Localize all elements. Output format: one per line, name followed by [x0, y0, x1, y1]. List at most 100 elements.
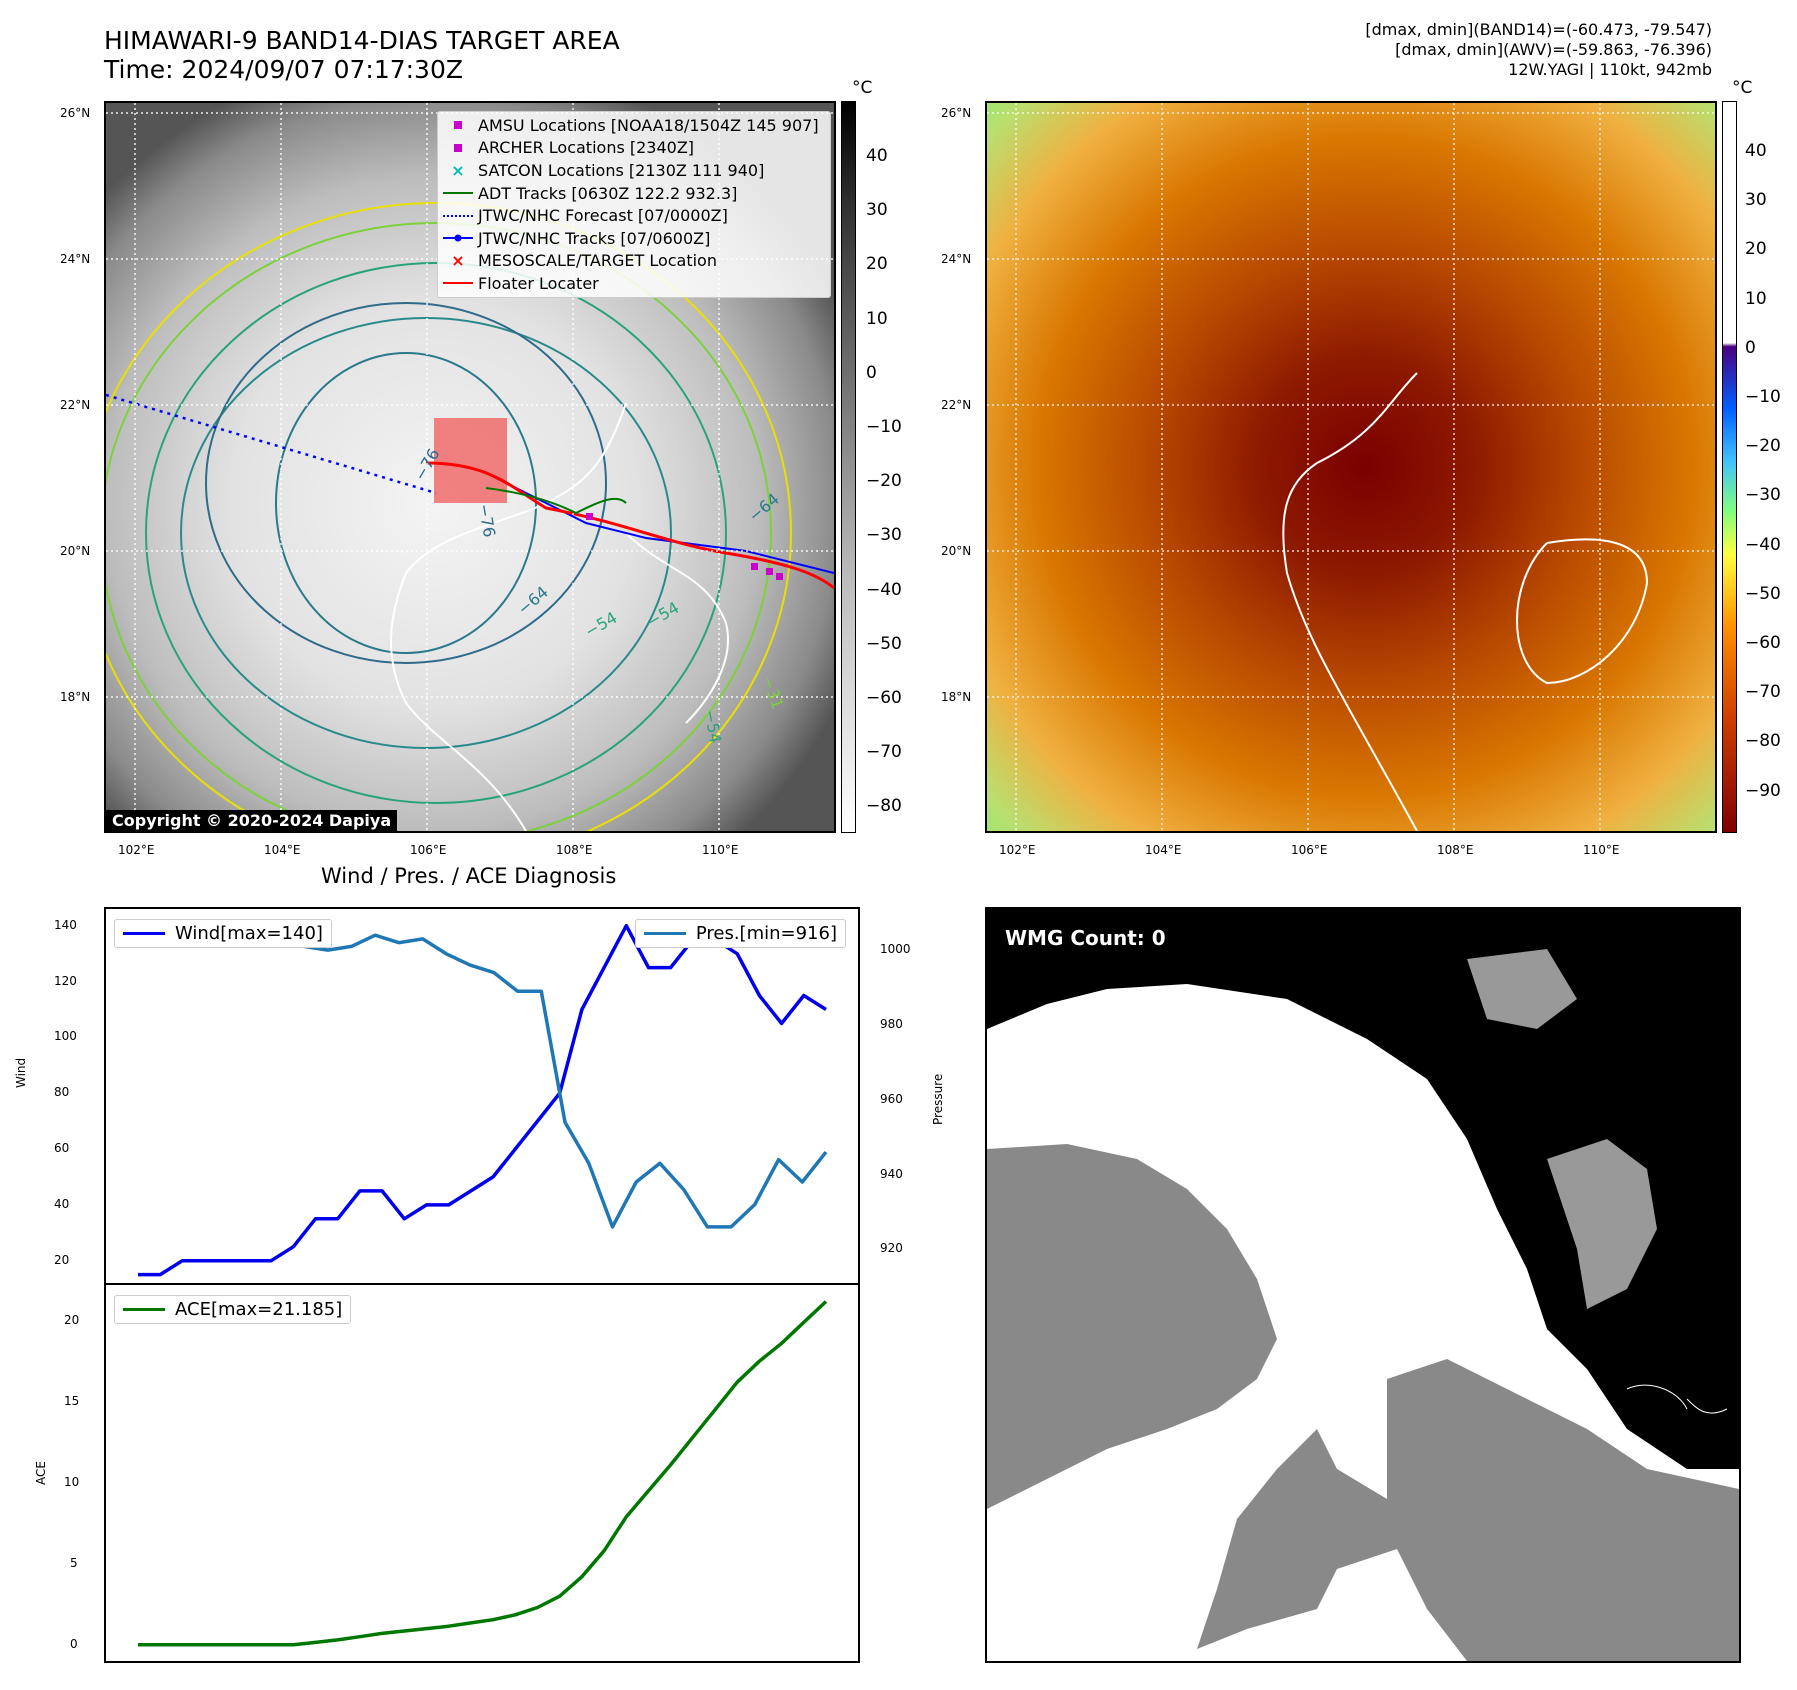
lat-tick: 24°N [60, 252, 91, 266]
pressure-tick: 920 [880, 1241, 903, 1256]
colorbar-tick: −80 [866, 796, 902, 817]
ir-map-panel: −76 −76 −64 −64 −54 −54 −54 −31 AMSU Loc… [104, 101, 836, 833]
colorbar-tick: 0 [866, 362, 877, 383]
lat-tick: 20°N [941, 544, 972, 558]
pressure-legend: Pres.[min=916] [634, 919, 846, 948]
ace-axis-label: ACE [34, 1461, 48, 1485]
ace-tick: 0 [70, 1636, 78, 1651]
wind-tick: 20 [54, 1252, 70, 1267]
legend-label: JTWC/NHC Tracks [07/0600Z] [478, 228, 711, 248]
ace-tick: 5 [70, 1555, 78, 1570]
lat-tick: 26°N [941, 106, 972, 120]
ace-panel: ACE[max=21.185] [104, 1283, 860, 1663]
wind-pres-plot [138, 922, 828, 1277]
legend-item: × SATCON Locations [2130Z 111 940] [451, 160, 765, 180]
colorbar-tick: −70 [866, 742, 902, 763]
colorbar-tick: 0 [1745, 337, 1756, 358]
diagnosis-title: Wind / Pres. / ACE Diagnosis [321, 864, 617, 888]
wind-legend-label: Wind[max=140] [175, 923, 323, 944]
pressure-axis-label: Pressure [931, 1073, 945, 1125]
wind-tick: 60 [54, 1141, 70, 1156]
wmg-count-badge: WMG Count: 0 [997, 923, 1174, 953]
lon-tick: 102°E [118, 843, 155, 857]
legend-label: Floater Locater [478, 273, 599, 293]
wmg-mask-image [987, 909, 1739, 1661]
ace-tick: 15 [64, 1393, 80, 1408]
awv-map-image [987, 103, 1715, 831]
legend-label: AMSU Locations [NOAA18/1504Z 145 907] [478, 115, 819, 135]
wind-tick: 140 [54, 917, 77, 932]
ir-colorbar [841, 101, 856, 833]
stat-line-1: [dmax, dmin](BAND14)=(-60.473, -79.547) [1365, 20, 1712, 39]
pressure-tick: 1000 [880, 942, 911, 957]
colorbar-tick: −30 [866, 525, 902, 546]
colorbar-tick: −40 [1745, 534, 1781, 555]
map-legend: AMSU Locations [NOAA18/1504Z 145 907] AR… [437, 111, 831, 298]
title-line-2: Time: 2024/09/07 07:17:30Z [104, 55, 463, 84]
wind-axis-label: Wind [14, 1057, 28, 1088]
colorbar-tick: 10 [866, 308, 888, 329]
wind-tick: 40 [54, 1196, 70, 1211]
legend-item: AMSU Locations [NOAA18/1504Z 145 907] [438, 114, 830, 137]
lon-tick: 106°E [410, 843, 447, 857]
colorbar-tick: 10 [1745, 288, 1767, 309]
lat-tick: 20°N [60, 544, 91, 558]
colorbar-tick: −50 [866, 633, 902, 654]
figure-title: HIMAWARI-9 BAND14-DIAS TARGET AREA Time:… [104, 26, 620, 84]
colorbar-tick: −10 [866, 417, 902, 437]
stats-block: [dmax, dmin](BAND14)=(-60.473, -79.547) … [1365, 20, 1712, 80]
legend-item: Floater Locater [438, 272, 830, 295]
colorbar-tick: 20 [866, 254, 888, 275]
wind-tick: 100 [54, 1029, 77, 1044]
colorbar-tick: −80 [1745, 731, 1781, 752]
ace-tick: 10 [64, 1474, 80, 1489]
legend-item: JTWC/NHC Forecast [07/0000Z] [438, 204, 830, 227]
ace-legend-label: ACE[max=21.185] [175, 1299, 343, 1320]
lat-tick: 26°N [60, 106, 91, 120]
colorbar-tick: −50 [1745, 583, 1781, 604]
ace-plot [138, 1300, 828, 1647]
lon-tick: 108°E [1437, 843, 1474, 857]
colorbar-tick: 40 [1745, 141, 1767, 161]
ace-series-line [138, 1300, 828, 1647]
lon-tick: 104°E [264, 843, 301, 857]
lat-tick: 22°N [60, 398, 91, 412]
legend-label: ADT Tracks [0630Z 122.2 932.3] [478, 183, 738, 203]
legend-item: ARCHER Locations [2340Z] [438, 137, 830, 160]
awv-colorbar [1722, 101, 1737, 833]
colorbar-tick: −20 [1745, 436, 1781, 457]
ace-tick: 20 [64, 1312, 80, 1327]
lat-tick: 24°N [941, 252, 972, 266]
wind-series-line [138, 923, 827, 1277]
colorbar-tick: 30 [866, 200, 888, 221]
stat-line-3: 12W.YAGI | 110kt, 942mb [1508, 60, 1712, 79]
lat-tick: 22°N [941, 398, 972, 412]
colorbar-tick: −20 [866, 471, 902, 492]
colorbar-tick: 40 [866, 146, 888, 166]
ace-legend: ACE[max=21.185] [114, 1295, 352, 1324]
lon-tick: 106°E [1291, 843, 1328, 857]
legend-item: ADT Tracks [0630Z 122.2 932.3] [438, 182, 830, 205]
legend-label: MESOSCALE/TARGET Location [478, 251, 717, 271]
awv-map-panel [985, 101, 1717, 833]
colorbar-tick: −10 [1745, 387, 1781, 407]
copyright-notice: Copyright © 2020-2024 Dapiya [106, 810, 398, 831]
legend-label: ARCHER Locations [2340Z] [478, 138, 695, 158]
colorbar-unit: °C [852, 78, 873, 98]
colorbar-tick: −60 [1745, 633, 1781, 653]
legend-label: SATCON Locations [2130Z 111 940] [478, 160, 765, 180]
wind-pres-panel: Wind[max=140] Pres.[min=916] [104, 907, 860, 1285]
pressure-tick: 980 [880, 1016, 903, 1031]
pressure-tick: 940 [880, 1166, 903, 1181]
lon-tick: 110°E [702, 843, 739, 857]
lon-tick: 110°E [1583, 843, 1620, 857]
colorbar-tick: −90 [1745, 780, 1781, 801]
lon-tick: 104°E [1145, 843, 1182, 857]
wind-tick: 120 [54, 973, 77, 988]
legend-item: × MESOSCALE/TARGET Location [451, 251, 717, 271]
colorbar-unit: °C [1732, 78, 1753, 98]
legend-label: JTWC/NHC Forecast [07/0000Z] [478, 206, 728, 226]
wind-legend: Wind[max=140] [114, 919, 332, 948]
lon-tick: 102°E [999, 843, 1036, 857]
wmg-panel: WMG Count: 0 [985, 907, 1741, 1663]
